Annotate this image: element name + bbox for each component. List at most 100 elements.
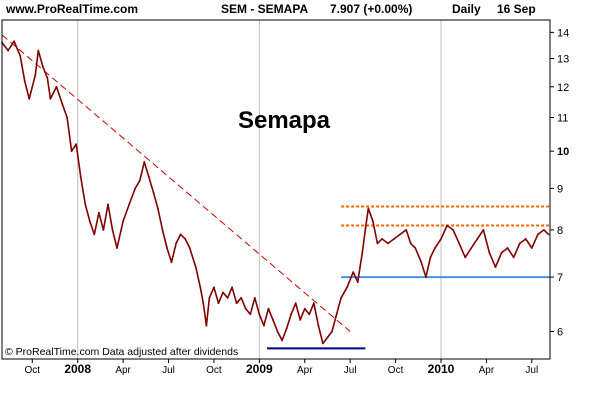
price-point xyxy=(13,40,16,43)
price-point xyxy=(98,211,100,214)
price-point xyxy=(387,242,389,245)
price-point xyxy=(75,143,78,146)
price-point xyxy=(299,319,302,321)
x-tick-label: 2009 xyxy=(246,362,273,376)
price-point xyxy=(399,233,401,236)
price-point xyxy=(356,281,359,283)
price-point xyxy=(240,296,243,299)
annotations-layer xyxy=(1,34,550,350)
x-tick-label: Jul xyxy=(344,365,357,376)
price-point xyxy=(202,302,205,305)
price-point xyxy=(543,229,545,231)
price-point xyxy=(231,286,234,289)
price-point xyxy=(446,224,448,227)
y-axis: 6 7 8 9 10 11 12 13 14 xyxy=(550,27,569,338)
price-point xyxy=(294,302,297,305)
grid-layer xyxy=(77,20,442,359)
price-point xyxy=(494,266,497,268)
price-point xyxy=(409,242,412,245)
price-point xyxy=(194,266,197,268)
price-point xyxy=(537,233,539,236)
price-point xyxy=(322,342,324,345)
price-point xyxy=(55,85,58,88)
price-point xyxy=(335,313,338,316)
price-point xyxy=(253,296,256,299)
x-tick-label: Oct xyxy=(24,365,40,376)
price-point xyxy=(267,307,270,310)
y-tick-label: 7 xyxy=(557,272,563,284)
price-point xyxy=(326,336,329,339)
x-tick-label: Jul xyxy=(162,365,175,376)
price-point xyxy=(303,307,306,310)
price-point xyxy=(188,247,191,249)
price-series-line xyxy=(1,40,550,345)
price-point xyxy=(138,179,141,182)
price-point xyxy=(175,242,178,245)
y-tick-label: 11 xyxy=(557,113,568,125)
y-tick-label: 8 xyxy=(557,225,563,237)
y-tick-label: 10 xyxy=(557,146,569,158)
date-label: 16 Sep xyxy=(497,2,536,16)
price-point xyxy=(434,247,436,249)
price-point xyxy=(414,247,417,249)
price-point xyxy=(79,175,82,178)
price-point xyxy=(134,187,137,190)
price-point xyxy=(317,324,320,327)
price-point xyxy=(482,229,485,231)
price-point xyxy=(331,330,333,333)
price-point xyxy=(217,302,220,305)
price-point xyxy=(276,330,279,333)
price-point xyxy=(361,251,364,254)
price-point xyxy=(61,104,64,106)
price-point xyxy=(364,229,367,231)
price-point xyxy=(107,203,109,206)
price-point xyxy=(102,229,105,231)
price-point xyxy=(258,313,261,316)
price-point xyxy=(290,313,292,316)
price-point xyxy=(152,191,155,194)
price-point xyxy=(312,302,315,305)
price-point xyxy=(170,261,173,264)
price-point xyxy=(281,339,283,342)
price-point xyxy=(381,238,383,240)
price-point xyxy=(340,296,342,299)
last-price: 7.907 (+0.00%) xyxy=(330,2,413,16)
price-point xyxy=(512,256,515,259)
price-point xyxy=(452,229,454,231)
price-point xyxy=(70,150,73,153)
price-point xyxy=(161,229,164,231)
price-point xyxy=(157,207,159,210)
price-point xyxy=(23,80,26,82)
price-point xyxy=(425,276,427,278)
price-point xyxy=(84,203,87,206)
price-point xyxy=(244,307,247,310)
x-tick-label: Jul xyxy=(525,365,538,376)
price-point xyxy=(88,220,91,223)
site-url[interactable]: www.ProRealTime.com xyxy=(6,2,139,16)
trendline-line xyxy=(1,34,351,332)
y-tick-label: 9 xyxy=(557,183,563,195)
price-point xyxy=(352,271,355,273)
price-point xyxy=(405,229,408,231)
price-point xyxy=(42,65,44,68)
symbol-label: SEM - SEMAPA xyxy=(221,2,309,16)
price-point xyxy=(285,327,288,330)
y-tick-label: 14 xyxy=(557,27,569,39)
price-point xyxy=(19,54,22,57)
price-point xyxy=(376,242,379,245)
price-point xyxy=(393,238,395,240)
price-point xyxy=(179,233,182,236)
price-point xyxy=(464,256,467,259)
price-point xyxy=(37,49,40,52)
x-tick-label: Apr xyxy=(115,365,131,376)
price-point xyxy=(205,324,208,327)
price-point xyxy=(147,175,150,178)
x-tick-label: Apr xyxy=(297,365,313,376)
x-axis: Oct 2008 Apr Jul Oct 2009 Apr Jul Oct 2010 Apr Jul xyxy=(24,359,538,376)
y-tick-label: 12 xyxy=(557,82,569,94)
price-point xyxy=(208,296,211,299)
price-point xyxy=(470,247,473,249)
price-point xyxy=(346,286,348,289)
